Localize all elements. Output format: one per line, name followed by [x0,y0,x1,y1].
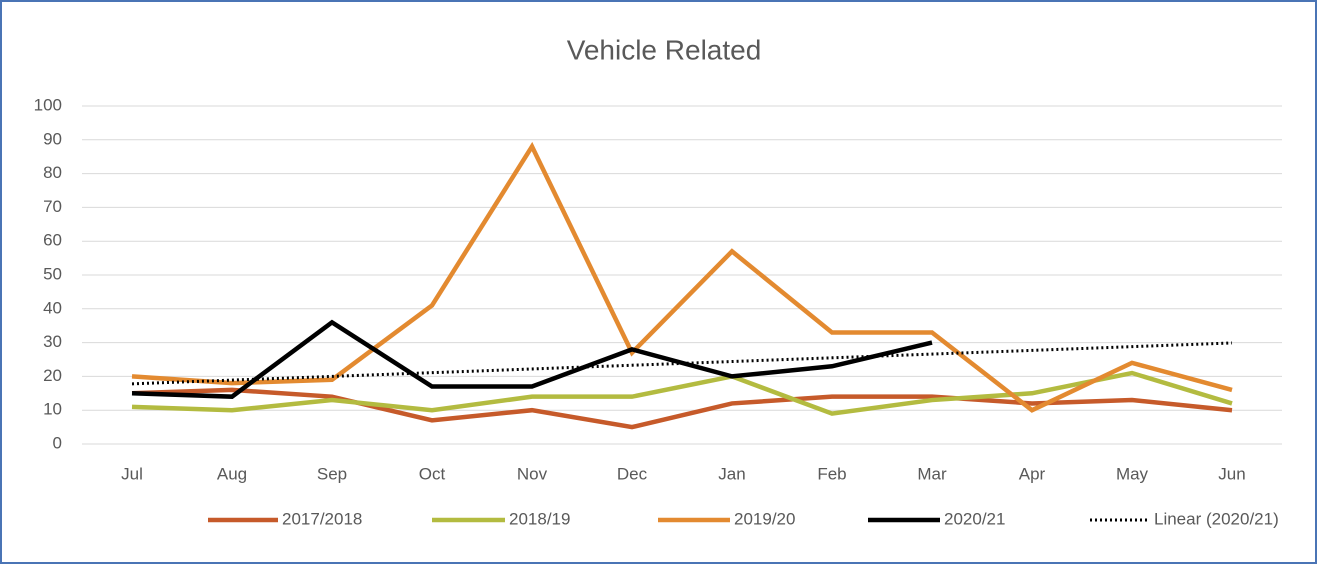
y-tick-label: 80 [43,163,62,182]
x-tick-label: Jun [1218,464,1245,483]
x-tick-label: Feb [817,464,846,483]
y-tick-label: 0 [53,433,62,452]
x-tick-label: Nov [517,464,548,483]
y-tick-label: 100 [34,95,62,114]
x-tick-label: Apr [1019,464,1046,483]
x-tick-label: Aug [217,464,247,483]
y-tick-label: 60 [43,231,62,250]
x-tick-label: Mar [917,464,947,483]
chart-title: Vehicle Related [567,34,762,65]
legend-label: 2017/2018 [282,509,362,528]
series-line [131,141,1233,413]
y-tick-label: 40 [43,298,62,317]
y-tick-label: 70 [43,197,62,216]
x-tick-label: Jul [121,464,143,483]
y-tick-label: 10 [43,400,62,419]
series-line [131,370,1233,416]
y-tick-label: 90 [43,129,62,148]
x-tick-label: Sep [317,464,347,483]
series-line [131,319,933,399]
x-tick-label: Dec [617,464,648,483]
legend-label: 2019/20 [734,509,795,528]
series-line [131,341,1233,386]
y-tick-label: 30 [43,332,62,351]
x-tick-label: Jan [718,464,745,483]
x-tick-label: May [1116,464,1149,483]
legend-label: 2018/19 [509,509,570,528]
legend-label: Linear (2020/21) [1154,509,1279,528]
y-tick-label: 20 [43,366,62,385]
legend-label: 2020/21 [944,509,1005,528]
y-tick-label: 50 [43,264,62,283]
x-tick-label: Oct [419,464,446,483]
